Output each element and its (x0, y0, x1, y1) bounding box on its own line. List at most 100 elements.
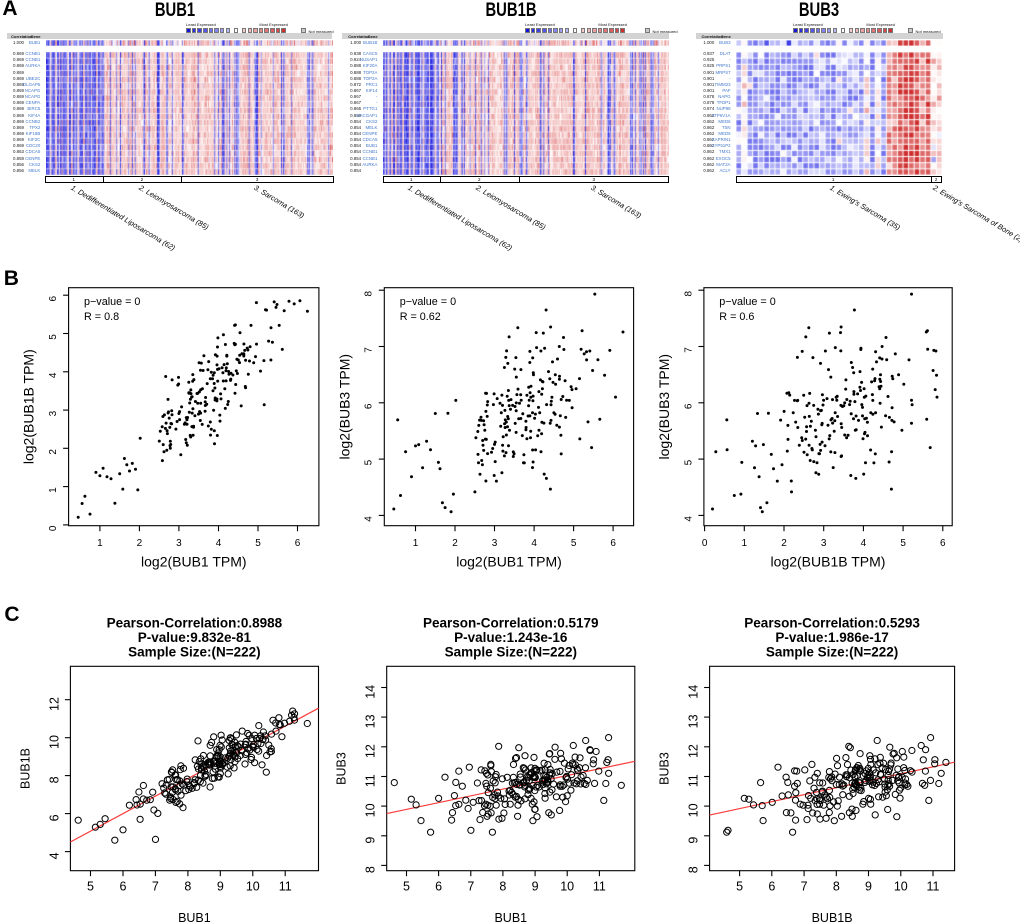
svg-text:BUB1B: BUB1B (18, 748, 32, 789)
svg-text:4: 4 (216, 538, 222, 549)
svg-text:10: 10 (687, 803, 701, 817)
svg-text:9: 9 (865, 880, 872, 894)
svg-text:11: 11 (593, 880, 606, 894)
svg-text:5: 5 (900, 538, 906, 549)
svg-text:4: 4 (861, 538, 867, 549)
svg-text:log2(BUB1 TPM): log2(BUB1 TPM) (456, 554, 562, 570)
svg-text:BUB1: BUB1 (494, 911, 527, 923)
svg-text:10: 10 (47, 735, 61, 749)
svg-text:Pearson-Correlation:0.5179: Pearson-Correlation:0.5179 (423, 616, 599, 631)
svg-text:12: 12 (687, 744, 701, 758)
svg-text:5: 5 (48, 334, 59, 340)
svg-text:3: 3 (821, 538, 827, 549)
svg-text:4: 4 (47, 852, 61, 859)
svg-text:7: 7 (801, 880, 808, 894)
svg-text:2: 2 (781, 538, 787, 549)
svg-text:6: 6 (940, 538, 946, 549)
svg-text:8: 8 (833, 880, 840, 894)
svg-text:9: 9 (532, 880, 539, 894)
svg-text:log2(BUB1B TPM): log2(BUB1B TPM) (771, 554, 886, 570)
svg-text:4: 4 (364, 516, 375, 522)
svg-text:P-value:1.986e-17: P-value:1.986e-17 (775, 630, 888, 645)
svg-text:6: 6 (364, 403, 375, 409)
svg-text:Sample Size:(N=222): Sample Size:(N=222) (445, 644, 577, 659)
svg-text:Pearson-Correlation:0.8988: Pearson-Correlation:0.8988 (107, 616, 283, 631)
svg-text:P-value:9.832e-81: P-value:9.832e-81 (138, 630, 252, 645)
svg-text:1: 1 (48, 487, 59, 493)
svg-text:2: 2 (48, 449, 59, 455)
svg-text:BUB3: BUB3 (335, 752, 349, 785)
svg-text:p−value = 0: p−value = 0 (719, 296, 775, 308)
svg-text:5: 5 (255, 538, 261, 549)
svg-text:9: 9 (364, 837, 378, 844)
svg-text:7: 7 (364, 347, 375, 353)
svg-text:3: 3 (176, 538, 182, 549)
svg-text:1: 1 (97, 538, 103, 549)
svg-text:0: 0 (48, 525, 59, 531)
svg-text:2: 2 (137, 538, 143, 549)
svg-text:11: 11 (364, 774, 378, 787)
svg-text:5: 5 (364, 459, 375, 465)
svg-text:BUB3: BUB3 (658, 752, 672, 785)
svg-text:4: 4 (683, 516, 694, 522)
svg-text:log2(BUB1 TPM): log2(BUB1 TPM) (141, 554, 247, 570)
svg-text:5: 5 (571, 538, 577, 549)
svg-text:10: 10 (894, 880, 908, 894)
svg-text:6: 6 (48, 295, 59, 301)
svg-text:9: 9 (217, 880, 224, 894)
svg-text:R = 0.8: R = 0.8 (84, 311, 119, 323)
svg-text:6: 6 (683, 403, 694, 409)
svg-text:5: 5 (736, 880, 743, 894)
svg-text:6: 6 (768, 880, 775, 894)
svg-text:6: 6 (610, 538, 616, 549)
svg-text:11: 11 (279, 880, 292, 894)
svg-text:9: 9 (687, 837, 701, 844)
svg-text:8: 8 (687, 866, 701, 873)
svg-text:8: 8 (184, 880, 191, 894)
svg-text:R = 0.6: R = 0.6 (719, 311, 754, 323)
svg-text:BUB1B: BUB1B (812, 911, 853, 923)
svg-text:12: 12 (364, 744, 378, 758)
svg-text:14: 14 (687, 685, 701, 699)
svg-text:Pearson-Correlation:0.5293: Pearson-Correlation:0.5293 (744, 616, 920, 631)
svg-text:13: 13 (364, 714, 378, 728)
svg-text:10: 10 (246, 880, 260, 894)
svg-text:6: 6 (435, 880, 442, 894)
svg-text:12: 12 (47, 697, 61, 711)
svg-text:6: 6 (120, 880, 127, 894)
svg-text:p−value = 0: p−value = 0 (84, 296, 140, 308)
svg-text:2: 2 (452, 538, 458, 549)
svg-text:5: 5 (403, 880, 410, 894)
svg-text:6: 6 (47, 814, 61, 821)
svg-text:8: 8 (364, 290, 375, 296)
svg-text:14: 14 (364, 685, 378, 699)
svg-text:8: 8 (47, 776, 61, 783)
svg-text:1: 1 (742, 538, 748, 549)
svg-text:7: 7 (152, 880, 159, 894)
svg-text:Sample Size:(N=222): Sample Size:(N=222) (766, 644, 898, 659)
svg-text:4: 4 (531, 538, 537, 549)
svg-text:log2(BUB3 TPM): log2(BUB3 TPM) (656, 354, 672, 460)
svg-text:p−value = 0: p−value = 0 (400, 296, 456, 308)
svg-text:8: 8 (364, 866, 378, 873)
svg-text:1: 1 (413, 538, 419, 549)
svg-text:10: 10 (364, 803, 378, 817)
svg-text:3: 3 (492, 538, 498, 549)
svg-text:BUB1: BUB1 (178, 911, 211, 923)
svg-text:5: 5 (683, 459, 694, 465)
svg-text:8: 8 (683, 290, 694, 296)
svg-text:8: 8 (499, 880, 506, 894)
svg-text:log2(BUB3 TPM): log2(BUB3 TPM) (336, 354, 352, 460)
svg-text:4: 4 (48, 372, 59, 378)
svg-text:3: 3 (48, 410, 59, 416)
svg-text:7: 7 (467, 880, 474, 894)
svg-text:13: 13 (687, 714, 701, 728)
svg-text:Sample Size:(N=222): Sample Size:(N=222) (128, 644, 260, 659)
svg-text:11: 11 (927, 880, 940, 894)
svg-text:11: 11 (687, 774, 701, 787)
svg-text:R = 0.62: R = 0.62 (400, 311, 441, 323)
svg-text:P-value:1.243e-16: P-value:1.243e-16 (454, 630, 568, 645)
svg-text:log2(BUB1B TPM): log2(BUB1B TPM) (21, 349, 37, 464)
svg-text:7: 7 (683, 347, 694, 353)
svg-text:6: 6 (295, 538, 301, 549)
